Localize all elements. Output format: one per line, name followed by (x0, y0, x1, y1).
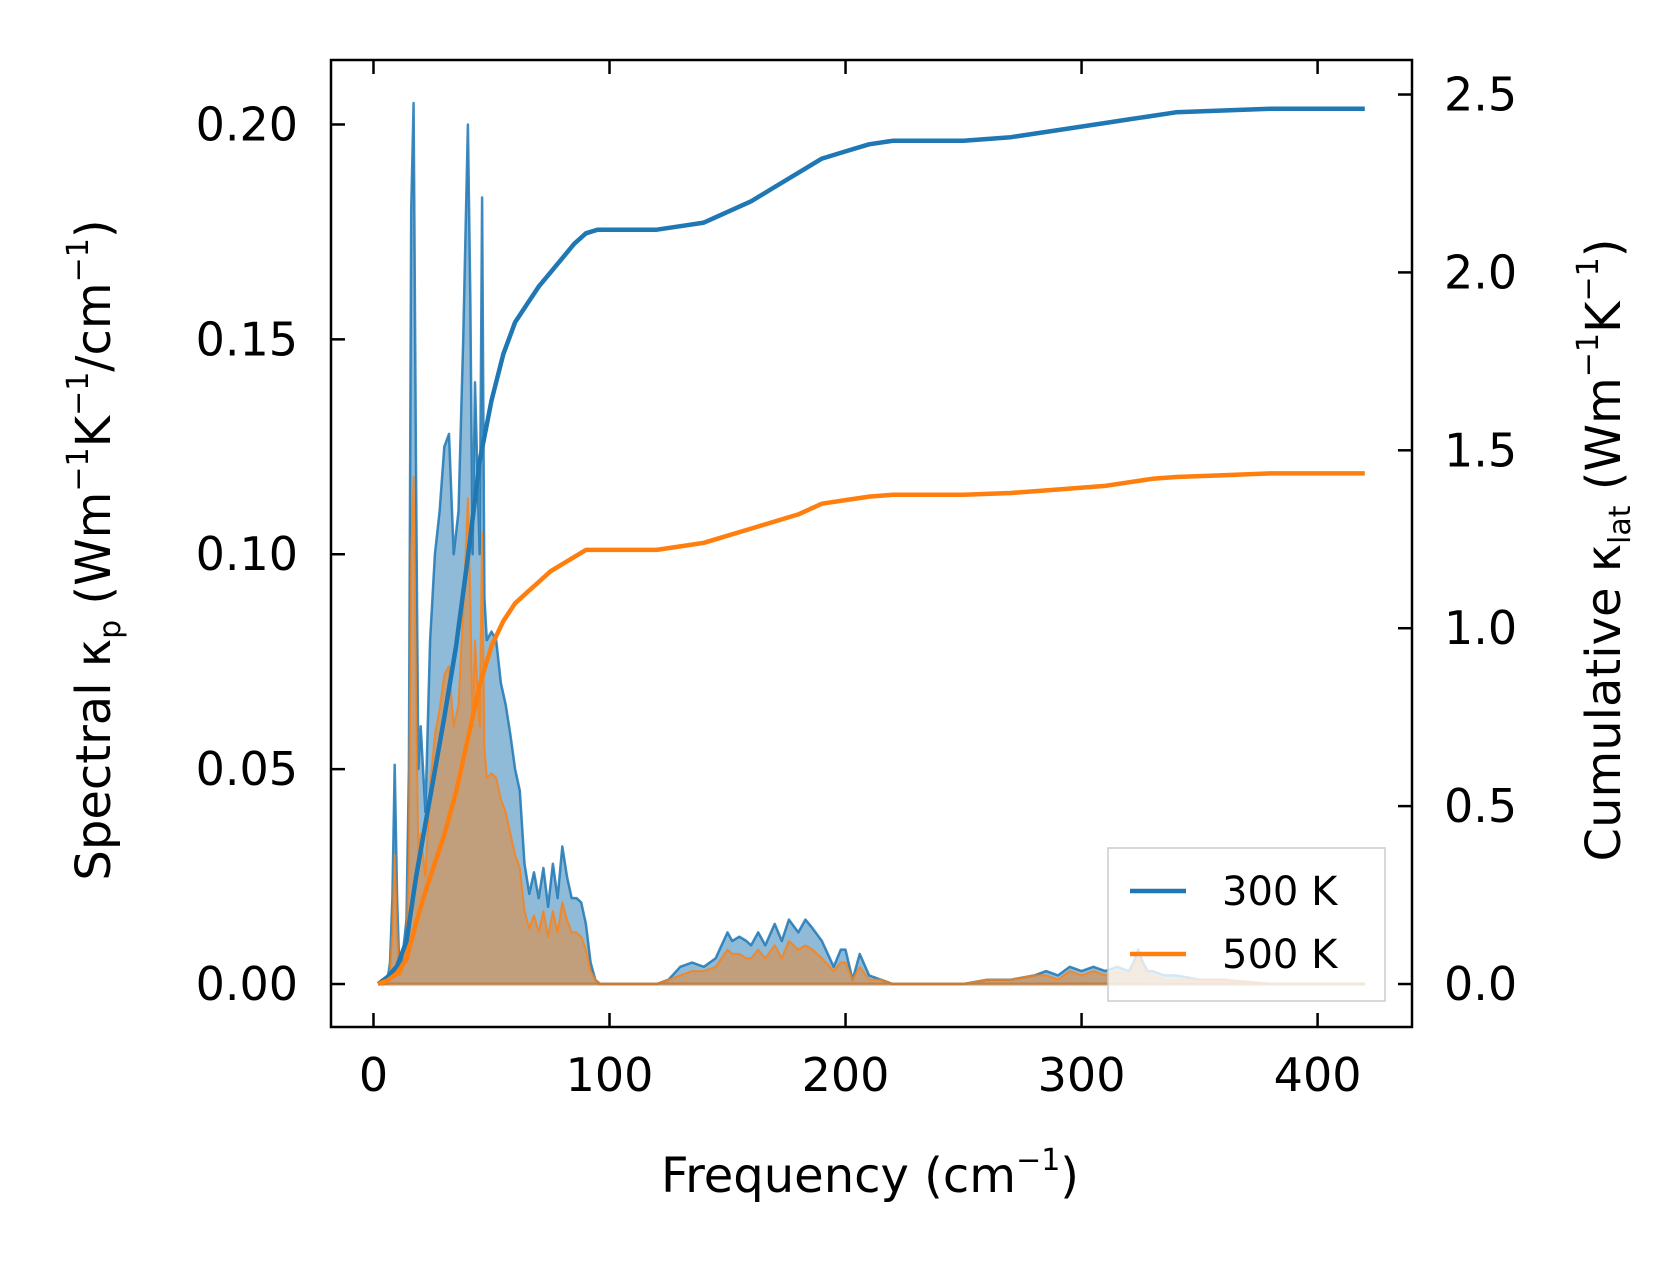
cumulative-line-500k (377, 471, 1365, 987)
y-tick-label-right: 1.0 (1444, 601, 1517, 655)
legend-label-500k: 500 K (1222, 932, 1339, 978)
y-tick-label-right: 0.0 (1444, 957, 1517, 1011)
y-tick-label-right: 2.5 (1444, 68, 1517, 122)
axes-frame (329, 58, 1414, 1029)
x-tick-label: 200 (802, 1048, 890, 1102)
legend-frame (1107, 847, 1386, 1002)
spectral-area-500k (378, 476, 1365, 984)
spectral-edge-500k (378, 475, 1365, 985)
y-tick-label-left: 0.00 (196, 957, 298, 1011)
x-tick-label: 400 (1274, 1048, 1362, 1102)
y-tick-label-left: 0.15 (196, 312, 298, 366)
x-tick-label: 0 (359, 1048, 388, 1102)
y-tick-label-right: 2.0 (1444, 245, 1517, 299)
axis-ticks: 0 100 200 300 400 0.00 0.05 0.10 0.15 0.20 0.0 0.5 1… (196, 60, 1517, 1102)
x-axis-label: Frequency (cm−1) (661, 1143, 1079, 1204)
cumulative-line-300k (376, 106, 1365, 986)
y-tick-label-left: 0.05 (196, 742, 298, 796)
y-tick-label-left: 0.20 (196, 97, 298, 151)
y-axis-label-left: Spectral κp (Wm−1K−1/cm−1) (61, 219, 128, 880)
plot-area (376, 101, 1365, 987)
spectral-area-300k (378, 103, 1365, 984)
legend: 300 K 500 K (1107, 847, 1386, 1002)
legend-label-300k: 300 K (1222, 869, 1339, 915)
y-tick-label-right: 0.5 (1444, 779, 1517, 833)
y-axis-label-right: Cumulative κlat (Wm−1K−1) (1571, 239, 1638, 862)
y-tick-label-left: 0.10 (196, 527, 298, 581)
x-tick-label: 100 (566, 1048, 654, 1102)
y-tick-label-right: 1.5 (1444, 423, 1517, 477)
x-tick-label: 300 (1038, 1048, 1126, 1102)
